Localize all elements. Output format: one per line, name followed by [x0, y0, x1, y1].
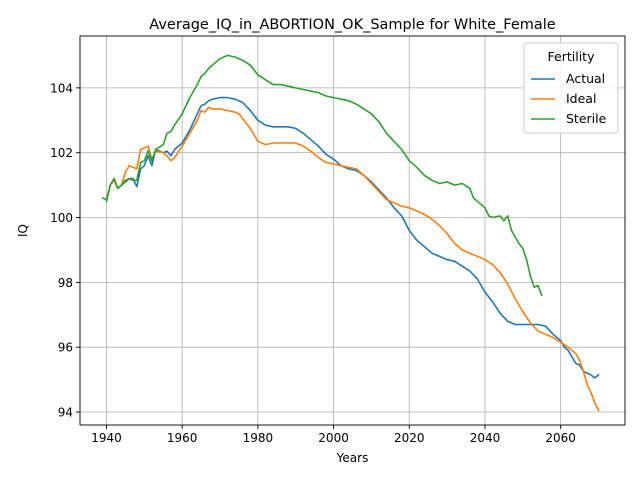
legend-box — [523, 42, 619, 134]
x-tick-label: 2040 — [470, 431, 501, 445]
legend-label-actual: Actual — [566, 71, 605, 86]
y-tick-label: 98 — [58, 276, 73, 290]
x-tick-label: 1960 — [167, 431, 198, 445]
axis-ticks: 1940 1960 1980 2000 2020 2040 2060 94 96 98 100 102… — [50, 81, 576, 445]
x-tick-label: 2060 — [545, 431, 576, 445]
y-tick-label: 94 — [58, 406, 73, 420]
legend-label-sterile: Sterile — [566, 111, 607, 126]
series-lines — [101, 54, 600, 412]
legend-title: Fertility — [548, 49, 596, 64]
chart-title: Average_IQ_in_ABORTION_OK_Sample for Whi… — [149, 17, 556, 33]
series-line-ideal — [105, 106, 600, 412]
x-tick-label: 1940 — [91, 431, 122, 445]
legend-entries: Actual Ideal Sterile — [531, 71, 607, 126]
y-tick-label: 100 — [50, 211, 73, 225]
y-tick-label: 96 — [58, 341, 73, 355]
y-tick-label: 104 — [50, 81, 73, 95]
legend: Fertility Actual Ideal Sterile — [523, 42, 619, 134]
series-line-actual — [105, 96, 600, 379]
y-tick-label: 102 — [50, 146, 73, 160]
x-axis-label: Years — [336, 451, 369, 465]
legend-label-ideal: Ideal — [566, 91, 596, 106]
x-tick-label: 2020 — [394, 431, 425, 445]
x-tick-label: 1980 — [243, 431, 274, 445]
y-axis-label: IQ — [16, 224, 30, 237]
x-tick-label: 2000 — [318, 431, 349, 445]
plot-frame — [79, 35, 626, 426]
series-line-sterile — [101, 54, 543, 297]
